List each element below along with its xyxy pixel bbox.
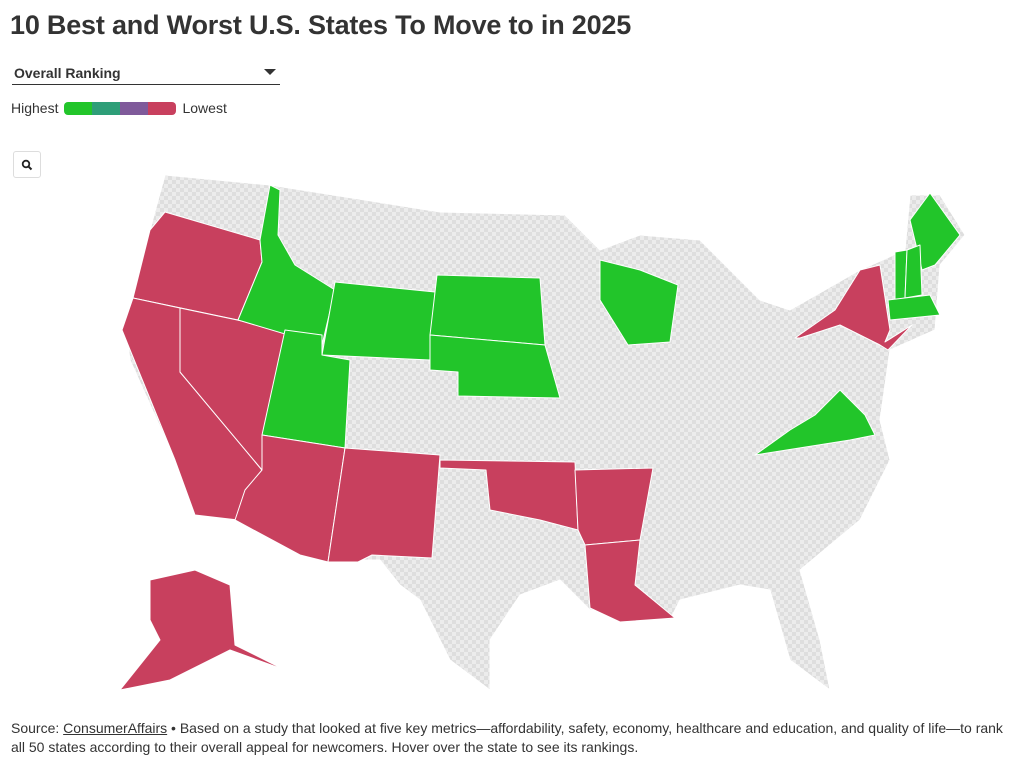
state-wisconsin[interactable]: [599, 259, 679, 346]
legend-low-label: Lowest: [182, 100, 227, 116]
source-prefix: Source:: [11, 720, 64, 736]
legend-swatch: [148, 101, 177, 115]
legend-high-label: Highest: [11, 100, 59, 116]
caret-down-icon: [264, 69, 276, 75]
color-legend: Highest Lowest: [11, 100, 227, 116]
search-icon: [21, 159, 33, 170]
state-arkansas[interactable]: [574, 467, 654, 546]
dropdown-selected: Overall Ranking: [14, 65, 121, 81]
state-louisiana[interactable]: [584, 539, 676, 623]
zoom-button[interactable]: [13, 151, 41, 178]
state-nebraska[interactable]: [429, 334, 561, 399]
source-link[interactable]: ConsumerAffairs: [63, 720, 168, 736]
state-alaska[interactable]: [119, 569, 286, 691]
legend-swatch: [92, 101, 121, 115]
state-massachusetts[interactable]: [887, 294, 941, 321]
footer-note: Source: ConsumerAffairs • Based on a stu…: [11, 719, 1011, 757]
page-title: 10 Best and Worst U.S. States To Move to…: [10, 10, 632, 40]
state-south-dakota[interactable]: [429, 274, 546, 346]
legend-swatch: [64, 101, 93, 115]
legend-color-bar: [64, 101, 177, 115]
state-virginia[interactable]: [754, 389, 876, 456]
legend-swatch: [120, 101, 149, 115]
state-wyoming[interactable]: [321, 281, 436, 361]
footer-text: • Based on a study that looked at five k…: [11, 720, 1003, 755]
state-new-hampshire[interactable]: [904, 244, 923, 299]
state-new-york[interactable]: [794, 264, 913, 351]
state-new-mexico[interactable]: [327, 447, 441, 563]
ranking-dropdown[interactable]: Overall Ranking: [12, 62, 280, 85]
